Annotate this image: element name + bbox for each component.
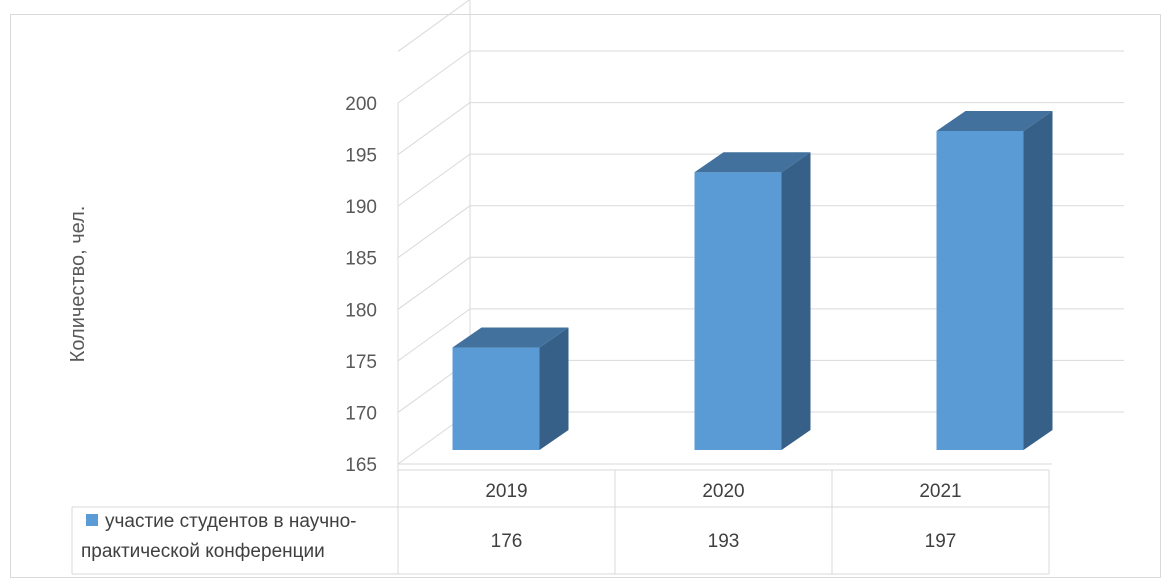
gridline-side — [397, 50, 471, 104]
y-tick-label: 175 — [345, 352, 377, 373]
bar-top-face — [694, 152, 811, 173]
table-header-2020: 2020 — [702, 481, 744, 502]
bar-front-face — [694, 172, 782, 450]
bar-side-face — [539, 327, 569, 450]
gridline-side — [397, 308, 471, 362]
bar-side-face — [781, 152, 811, 450]
bars — [452, 110, 1053, 450]
bar-front-face — [452, 347, 540, 450]
bar-2021 — [936, 110, 1053, 450]
series-name-line-1: участие студентов в научно- — [105, 511, 357, 532]
y-tick-labels: 165 170 175 180 185 190 195 200 — [345, 94, 377, 476]
bar-top-face — [452, 327, 569, 348]
legend-key-square — [86, 514, 98, 526]
gridline-side — [397, 205, 471, 259]
bar-front-face — [936, 130, 1024, 450]
y-tick-label: 180 — [345, 300, 377, 321]
table-value-2021: 197 — [925, 531, 957, 552]
y-tick-label: 195 — [345, 146, 377, 167]
y-tick-label: 165 — [345, 455, 377, 476]
gridline-side — [397, 102, 471, 155]
bar-top-face — [936, 110, 1053, 131]
y-tick-label: 170 — [345, 403, 377, 424]
table-value-2020: 193 — [708, 531, 740, 552]
y-tick-label: 185 — [345, 249, 377, 270]
bar-2019 — [452, 327, 569, 450]
y-tick-label: 190 — [345, 197, 377, 218]
table-header-2019: 2019 — [485, 481, 527, 502]
y-axis-label: Количество, чел. — [67, 206, 89, 363]
bar-2020 — [694, 152, 811, 450]
gridline-side — [397, 153, 471, 207]
gridline-side — [397, 0, 471, 52]
chart-frame — [10, 14, 1161, 578]
bar-side-face — [1023, 110, 1053, 450]
data-table: 2019 176 2020 193 2021 197 участие студентов в… — [71, 464, 1050, 575]
series-name-line-2: практической конференции — [81, 541, 325, 562]
y-tick-label: 200 — [345, 94, 377, 115]
table-value-2019: 176 — [491, 531, 523, 552]
table-header-2021: 2021 — [919, 481, 961, 502]
gridline-side — [397, 256, 471, 310]
